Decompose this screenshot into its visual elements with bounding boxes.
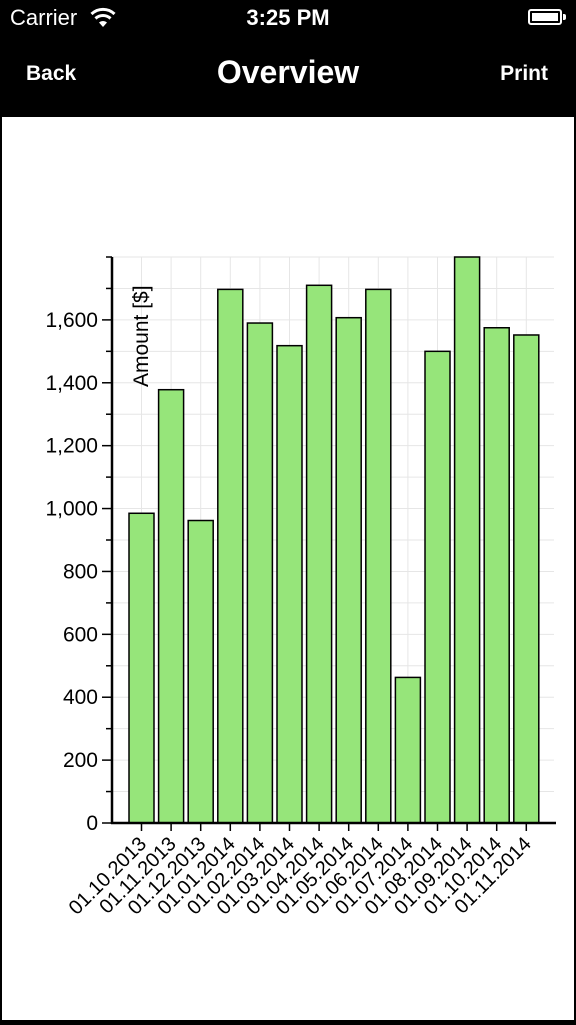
- x-axis-ticks: 01.10.201301.11.201301.12.201301.01.2014…: [65, 823, 536, 919]
- bar: [187, 519, 214, 824]
- bar: [424, 350, 451, 824]
- y-tick-label: 1,600: [45, 309, 98, 332]
- chart-area: 0 200 400 600 800 1,000 1,200 1,400 1,600 01.10.…: [2, 117, 574, 1020]
- carrier-info: Carrier: [10, 5, 117, 31]
- navigation-bar: Back Overview Print: [0, 36, 576, 116]
- bar: [276, 344, 303, 824]
- y-axis-ticks: 0 200 400 600 800 1,000 1,200 1,400 1,600: [45, 256, 112, 835]
- bar: [365, 288, 392, 824]
- y-tick-label: 0: [86, 812, 98, 835]
- y-tick-label: 600: [63, 623, 98, 646]
- print-button[interactable]: Print: [500, 62, 548, 85]
- bar: [246, 322, 274, 824]
- chart-bars: [128, 256, 540, 824]
- y-axis-label: Amount [$]: [130, 285, 153, 387]
- back-button[interactable]: Back: [26, 62, 77, 85]
- wifi-icon: [90, 7, 116, 27]
- bar-chart: 0 200 400 600 800 1,000 1,200 1,400 1,600 01.10.…: [45, 256, 556, 919]
- bar: [128, 512, 155, 824]
- bar: [305, 284, 333, 824]
- bar: [157, 388, 185, 824]
- status-time: 3:25 PM: [246, 5, 330, 30]
- y-tick-label: 1,400: [45, 372, 98, 395]
- bar: [335, 316, 362, 824]
- bar: [513, 334, 540, 824]
- battery-icon: [528, 9, 566, 25]
- carrier-label: Carrier: [10, 5, 78, 30]
- y-tick-label: 400: [63, 686, 98, 709]
- page-title: Overview: [216, 54, 360, 90]
- y-tick-label: 200: [63, 749, 98, 772]
- y-tick-label: 1,200: [45, 435, 98, 458]
- status-bar: Carrier 3:25 PM: [0, 0, 576, 36]
- bar: [483, 327, 510, 824]
- bar: [394, 676, 422, 824]
- bar: [453, 256, 481, 824]
- bar: [217, 288, 244, 824]
- y-tick-label: 800: [63, 560, 98, 583]
- y-tick-label: 1,000: [45, 498, 98, 521]
